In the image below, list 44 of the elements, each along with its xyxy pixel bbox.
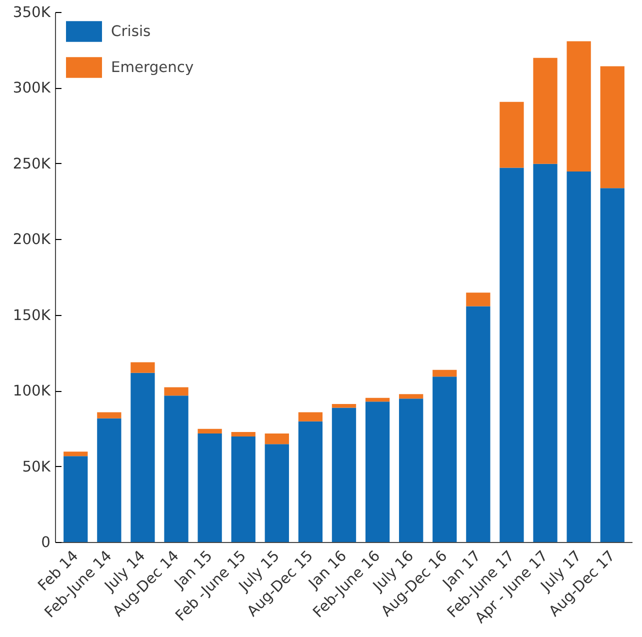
bar [399,394,424,399]
bar [432,376,457,542]
bar [130,372,155,542]
y-tick-label: 250K [12,155,51,172]
y-tick-label: 100K [12,382,51,400]
bar [264,433,289,444]
bar [533,58,558,164]
legend-label: Emergency [111,58,194,76]
bar [533,164,558,542]
bar [466,306,490,542]
bar [64,452,88,456]
bar [231,436,256,542]
bar [399,398,424,542]
bar [566,41,591,172]
bar [432,370,457,377]
bar [164,387,188,396]
bar [500,102,524,168]
y-tick-label: 50K [22,458,51,476]
bar [466,292,490,306]
bar [600,66,624,188]
bar [97,418,122,542]
y-tick-label: 150K [12,306,51,324]
bar [500,168,524,542]
bar [164,396,188,542]
legend-label: Crisis [111,22,151,40]
bar [332,404,356,408]
bar [198,433,222,542]
y-tick-label: 200K [12,231,51,248]
bar [97,412,122,418]
bar [365,398,390,402]
bar [298,412,323,422]
y-tick-label: 350K [12,4,51,21]
bar [365,402,390,542]
bar [64,456,88,542]
y-tick-label: 0 [41,534,51,551]
bar [130,362,155,373]
bar [198,428,222,434]
bar [231,432,256,436]
bar [264,444,289,542]
bar [332,408,356,542]
bar [600,188,624,542]
y-tick-label: 300K [12,80,51,97]
bar [566,172,591,542]
bar [298,421,323,542]
